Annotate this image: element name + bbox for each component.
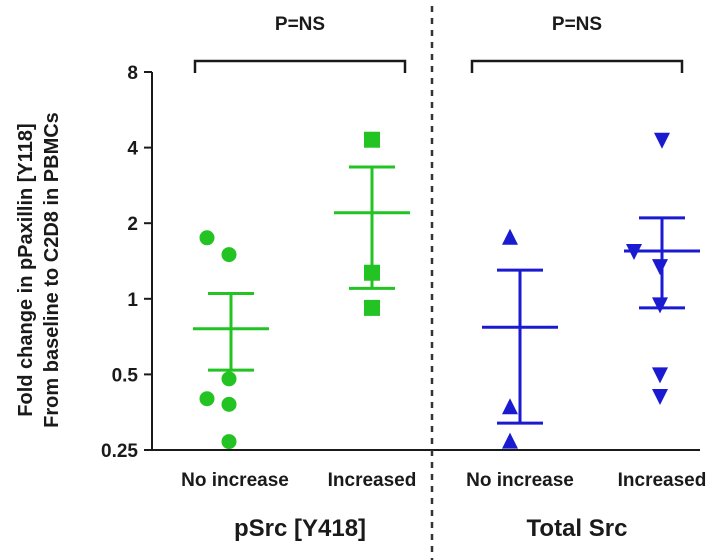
data-point-circle [221, 371, 237, 387]
data-point-triangle-down [652, 389, 668, 406]
y-axis-title-line-2: From baseline to C2D8 in PBMCs [41, 112, 63, 428]
data-point-triangle-down [652, 259, 668, 276]
y-axis-title: Fold change in pPaxillin [Y118] From bas… [15, 112, 63, 428]
data-point-triangle-down [652, 367, 668, 384]
data-point-circle [221, 396, 237, 412]
group-psrc: P=NS pSrc [Y418] [193, 14, 410, 542]
data-point-triangle-down [654, 132, 670, 149]
y-tick-label: 2 [127, 214, 138, 235]
data-point-triangle-up [502, 228, 518, 245]
y-axis-title-line-1: Fold change in pPaxillin [Y118] [15, 123, 37, 416]
x-axis-category-labels: No increase Increased No increase Increased [181, 470, 706, 491]
data-point-circle [199, 230, 215, 246]
y-tick-label: 8 [127, 63, 138, 84]
y-tick-label: 0.5 [112, 365, 139, 386]
data-point-triangle-down [626, 244, 642, 261]
chart-groups: P=NS pSrc [Y418] P=NS Total Src [193, 14, 700, 542]
x-category-label: No increase [466, 470, 574, 491]
data-point-circle [221, 434, 237, 450]
data-point-triangle-up [502, 398, 518, 415]
y-tick-label: 1 [127, 290, 138, 311]
series-no-increase [482, 228, 558, 449]
data-point-circle [199, 391, 215, 407]
series-no-increase [193, 230, 269, 450]
group-label: pSrc [Y418] [234, 515, 366, 542]
y-tick-label: 0.25 [101, 441, 138, 462]
x-category-label: No increase [181, 470, 289, 491]
significance-bracket [193, 59, 407, 73]
series-increased [624, 132, 700, 406]
p-value-label: P=NS [275, 14, 325, 35]
data-point-triangle-up [502, 432, 518, 449]
p-value-label: P=NS [552, 14, 602, 35]
data-point-square [364, 131, 380, 148]
y-axis-ticks: 0.25 0.5 1 2 4 8 [101, 63, 152, 462]
data-point-square [364, 264, 380, 281]
data-point-square [364, 299, 380, 316]
x-category-label: Increased [328, 470, 417, 491]
x-category-label: Increased [618, 470, 707, 491]
group-total-src: P=NS Total Src [470, 14, 700, 542]
data-point-circle [221, 247, 237, 263]
significance-bracket [470, 59, 684, 73]
group-label: Total Src [527, 515, 628, 542]
series-increased [334, 131, 410, 316]
y-tick-label: 4 [127, 139, 138, 160]
data-point-triangle-down [652, 297, 668, 314]
